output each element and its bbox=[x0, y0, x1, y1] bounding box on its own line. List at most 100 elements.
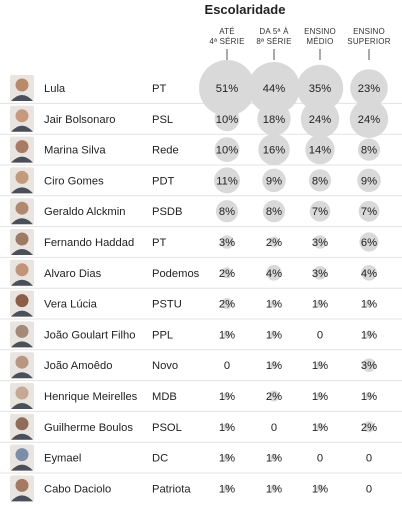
portrait-head bbox=[15, 263, 29, 277]
value-bubble bbox=[268, 390, 280, 402]
portrait-shoulders bbox=[11, 495, 33, 502]
candidate-party: PSOL bbox=[152, 422, 182, 434]
portrait-shoulders bbox=[11, 433, 33, 440]
value-label: 1% bbox=[219, 483, 235, 495]
value-bubble bbox=[365, 299, 373, 308]
table-row: Guilherme Boulos PSOL 1% 0 1% 2% bbox=[10, 413, 377, 440]
value-label: 1% bbox=[219, 329, 235, 341]
candidate-party: Novo bbox=[152, 360, 178, 372]
value-label: 3% bbox=[219, 237, 235, 249]
value-bubble bbox=[247, 61, 301, 115]
candidate-portrait bbox=[10, 321, 34, 348]
value-label: 4% bbox=[361, 268, 377, 280]
value-label: 1% bbox=[266, 483, 282, 495]
value-label: 16% bbox=[263, 145, 285, 157]
column-header-line1: DA 5ª À bbox=[259, 27, 289, 36]
value-bubble bbox=[313, 266, 327, 280]
candidate-party: MDB bbox=[152, 391, 177, 403]
value-bubble bbox=[220, 235, 234, 249]
table-row: Geraldo Alckmin PSDB 8% 8% 7% 7% bbox=[10, 198, 380, 225]
candidate-name: Vera Lúcia bbox=[44, 299, 98, 311]
candidate-portrait bbox=[10, 167, 34, 194]
value-label: 2% bbox=[219, 299, 235, 311]
candidate-name: Jair Bolsonaro bbox=[44, 114, 116, 126]
table-row: Ciro Gomes PDT 11% 9% 8% 9% bbox=[10, 167, 381, 194]
value-label: 23% bbox=[358, 83, 380, 95]
portrait-head bbox=[15, 201, 29, 215]
table-row: João Goulart Filho PPL 1% 1% 0 1% bbox=[10, 321, 377, 348]
value-bubble bbox=[365, 330, 373, 339]
value-label: 1% bbox=[266, 329, 282, 341]
table-row: Vera Lúcia PSTU 2% 1% 1% 1% bbox=[10, 290, 377, 317]
value-label: 44% bbox=[263, 83, 285, 95]
portrait-shoulders bbox=[11, 249, 33, 255]
table-row: Alvaro Dias Podemos 2% 4% 3% 4% bbox=[10, 259, 377, 286]
candidate-party: Rede bbox=[152, 145, 179, 157]
value-bubble bbox=[214, 137, 240, 162]
value-label: 1% bbox=[219, 453, 235, 465]
value-label: 2% bbox=[266, 237, 282, 249]
value-bubble bbox=[296, 64, 344, 112]
value-label: 0 bbox=[271, 422, 277, 434]
candidate-name: Henrique Meirelles bbox=[44, 391, 138, 403]
value-label: 1% bbox=[361, 299, 377, 311]
value-label: 8% bbox=[219, 206, 235, 218]
value-label: 1% bbox=[266, 453, 282, 465]
value-bubble bbox=[257, 102, 291, 136]
value-label: 0 bbox=[317, 453, 323, 465]
value-label: 1% bbox=[312, 483, 328, 495]
portrait-head bbox=[15, 170, 29, 184]
value-label: 9% bbox=[361, 175, 377, 187]
candidate-party: PSDB bbox=[152, 206, 182, 218]
candidate-party: Podemos bbox=[152, 268, 200, 280]
value-label: 1% bbox=[219, 391, 235, 403]
candidate-party: PPL bbox=[152, 329, 173, 341]
portrait-shoulders bbox=[11, 156, 33, 163]
column-header-line2: 8ª SÉRIE bbox=[256, 37, 291, 46]
value-bubble bbox=[309, 200, 331, 222]
value-bubble bbox=[357, 168, 381, 193]
portrait-head bbox=[15, 78, 29, 92]
candidate-party: DC bbox=[152, 453, 168, 465]
column-header-line1: ENSINO bbox=[304, 27, 336, 36]
value-bubble bbox=[223, 453, 231, 462]
value-bubble bbox=[362, 358, 376, 372]
value-bubble bbox=[350, 69, 388, 107]
candidate-name: Ciro Gomes bbox=[44, 175, 104, 187]
value-label: 8% bbox=[361, 145, 377, 157]
candidate-party: PSL bbox=[152, 114, 173, 126]
candidate-name: Geraldo Alckmin bbox=[44, 206, 125, 218]
table-row: Marina Silva Rede 10% 16% 14% 8% bbox=[10, 133, 381, 166]
portrait-shoulders bbox=[11, 279, 33, 286]
column-header: DA 5ª À8ª SÉRIE bbox=[256, 27, 291, 60]
value-bubble bbox=[365, 392, 373, 400]
candidate-portrait bbox=[10, 383, 34, 409]
candidate-name: Fernando Haddad bbox=[44, 237, 134, 249]
value-bubble bbox=[270, 361, 278, 370]
value-bubble bbox=[258, 133, 290, 166]
portrait-shoulders bbox=[11, 372, 33, 379]
value-bubble bbox=[223, 484, 231, 493]
value-bubble bbox=[270, 484, 278, 493]
value-bubble bbox=[262, 168, 286, 193]
portrait-head bbox=[15, 232, 29, 246]
value-label: 8% bbox=[312, 175, 328, 187]
value-bubble bbox=[359, 232, 379, 252]
table-row: Henrique Meirelles MDB 1% 2% 1% 1% bbox=[10, 383, 377, 409]
candidate-portrait bbox=[10, 290, 34, 317]
value-bubble bbox=[305, 134, 335, 165]
value-bubble bbox=[300, 99, 340, 139]
table-row: João Amoêdo Novo 0 1% 1% 3% bbox=[10, 352, 377, 379]
value-label: 6% bbox=[361, 237, 377, 249]
column-header-line2: SUPERIOR bbox=[347, 37, 390, 46]
candidate-portrait bbox=[10, 136, 34, 163]
value-label: 51% bbox=[216, 83, 238, 95]
value-label: 24% bbox=[309, 114, 331, 126]
value-bubble bbox=[223, 422, 231, 431]
value-bubble bbox=[268, 236, 280, 248]
value-bubble bbox=[215, 200, 239, 223]
value-bubble bbox=[270, 299, 278, 308]
